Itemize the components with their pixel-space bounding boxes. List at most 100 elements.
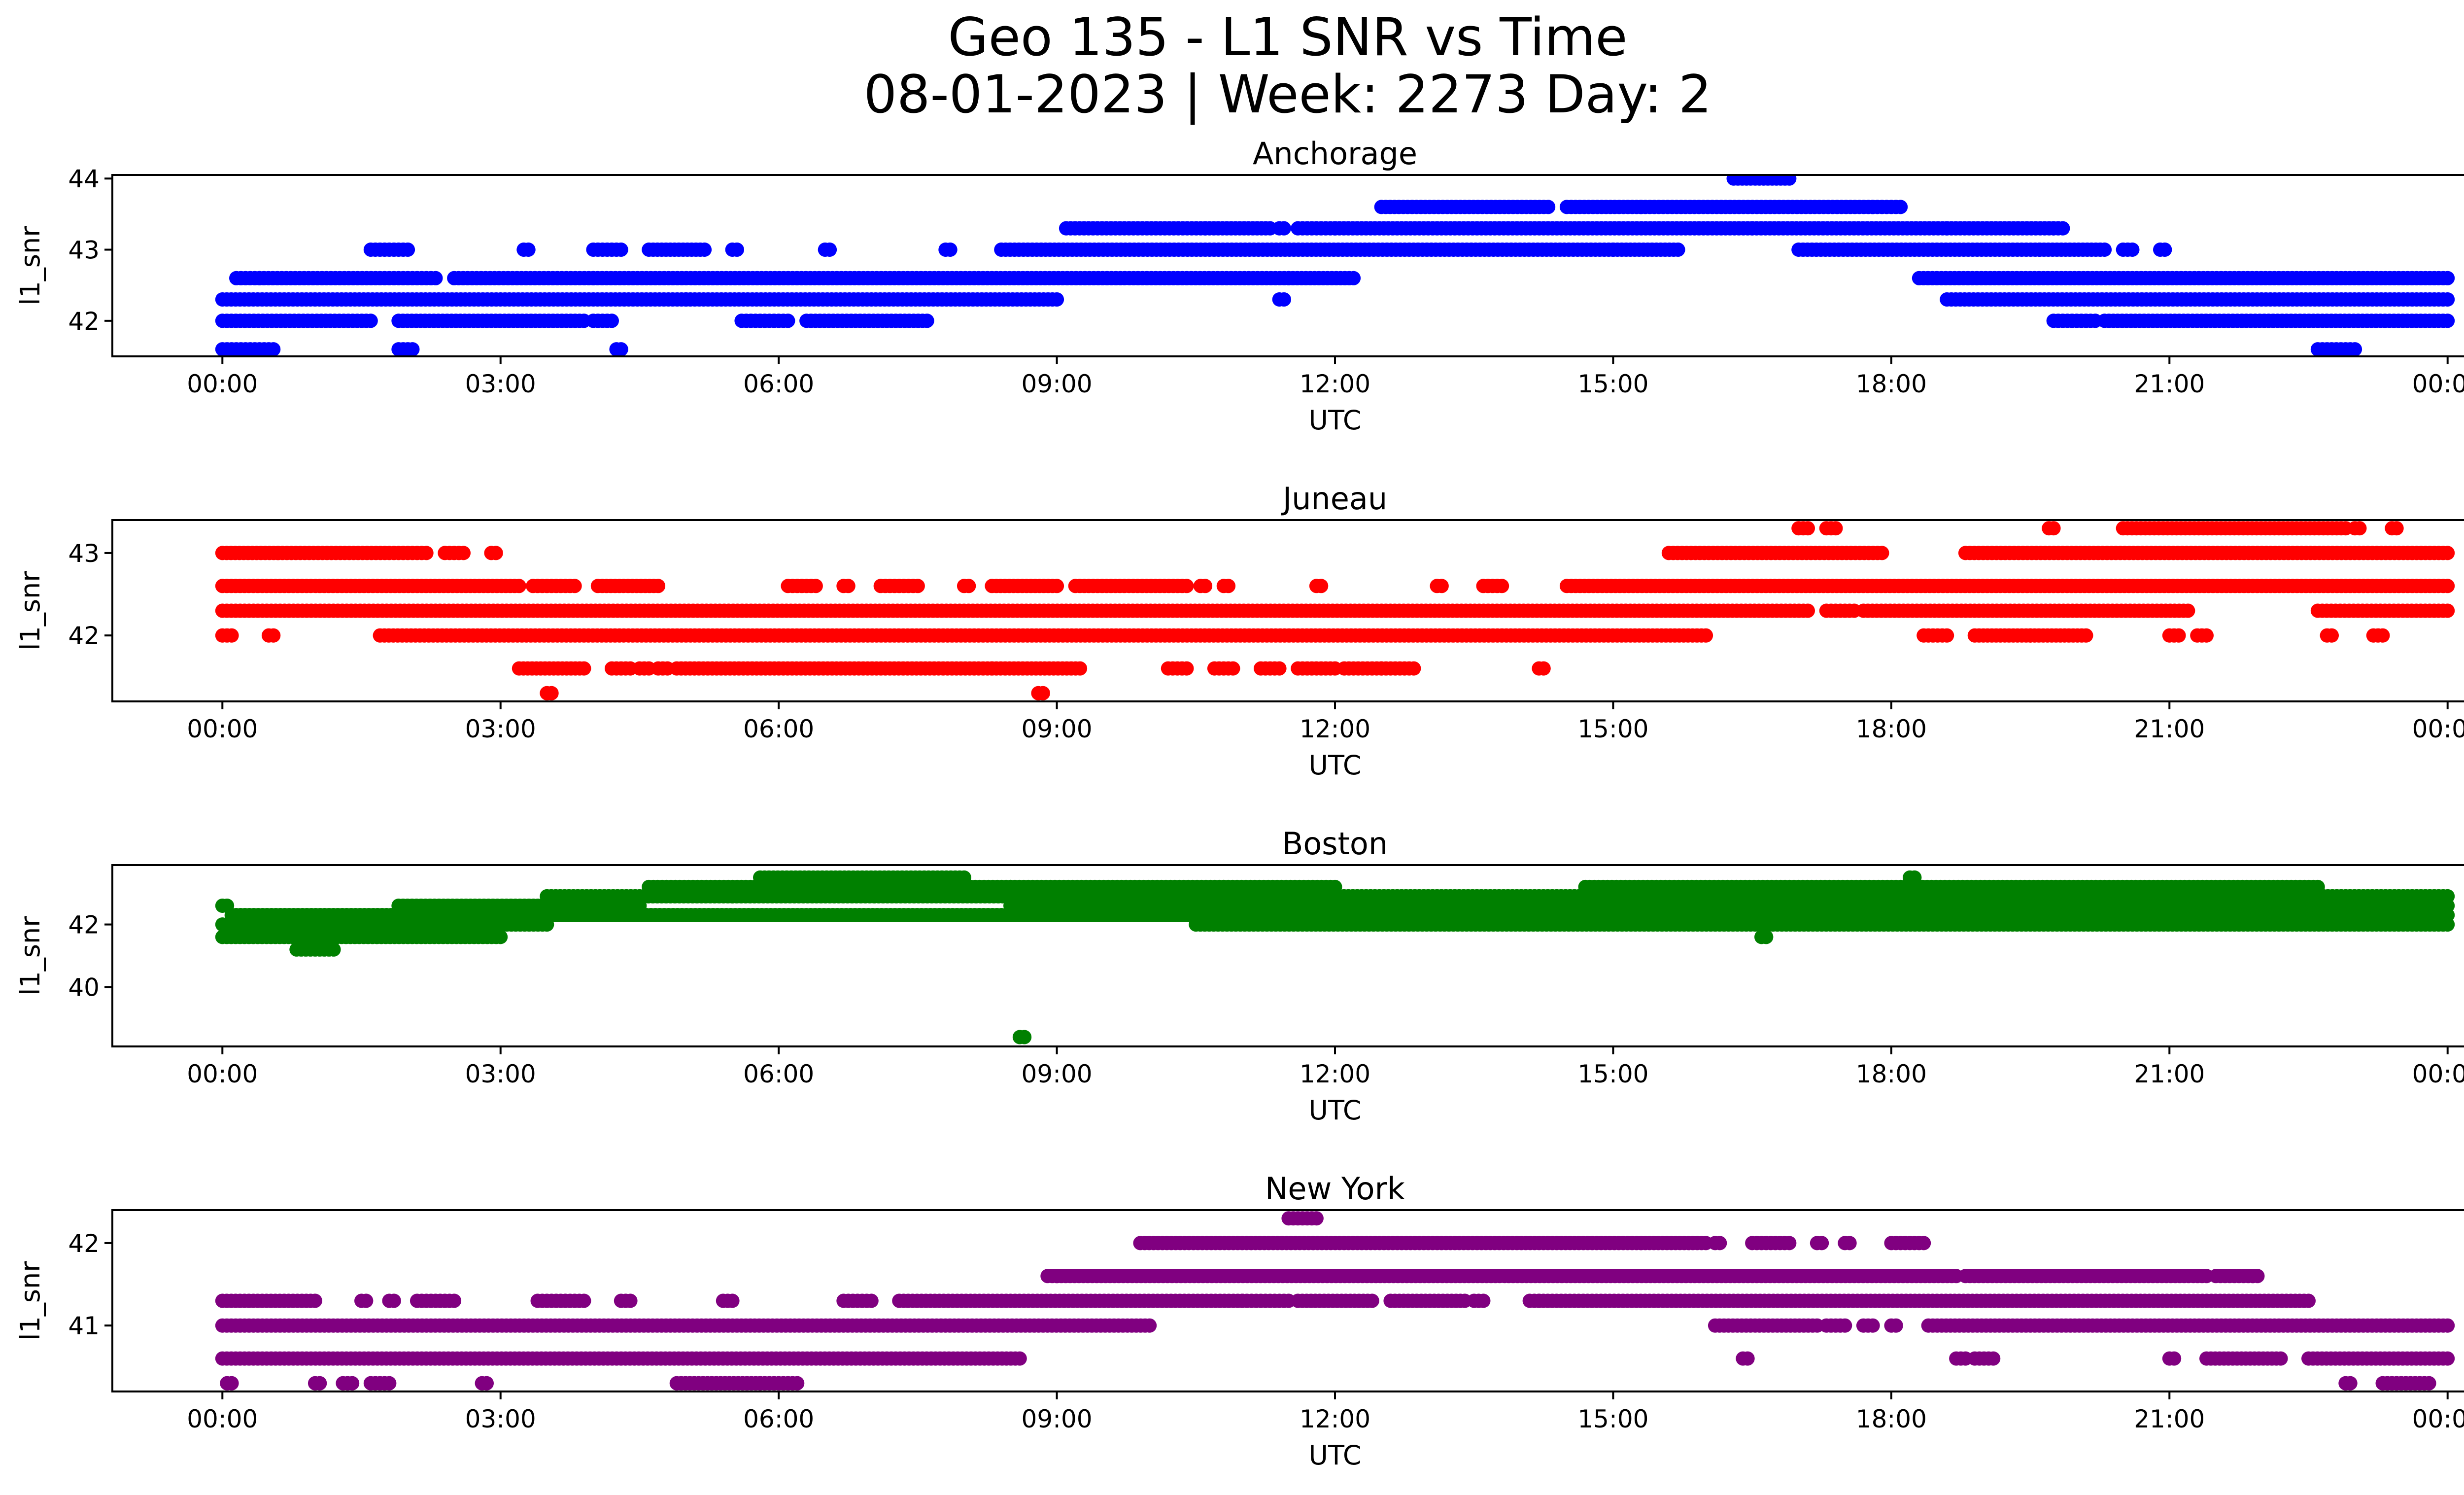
anchorage-y-tick-label: 42 [68, 307, 100, 336]
juneau-point [544, 686, 559, 700]
juneau-x-tick-label: 03:00 [465, 715, 536, 743]
juneau-title: Juneau [1281, 481, 1387, 517]
juneau-point [2171, 628, 2186, 643]
juneau-point [2079, 628, 2093, 643]
juneau-point [1179, 661, 1194, 676]
anchorage-point [2055, 221, 2070, 236]
anchorage-point [1893, 200, 1908, 214]
juneau-x-tick-label: 06:00 [743, 715, 814, 743]
anchorage-point [1541, 200, 1556, 214]
juneau-y-tick-label: 42 [68, 622, 100, 650]
juneau-x-axis-label: UTC [1308, 750, 1361, 781]
anchorage-y-tick-label: 43 [68, 236, 100, 265]
juneau-point [2440, 579, 2455, 593]
juneau-x-tick-label: 21:00 [2134, 715, 2205, 743]
anchorage-x-tick-label: 09:00 [1022, 370, 1093, 398]
juneau-point [1406, 661, 1421, 676]
anchorage-x-tick-label: 00:00 [2412, 370, 2464, 398]
juneau-point [1940, 628, 1954, 643]
juneau-point [512, 579, 526, 593]
juneau-point [2046, 521, 2061, 536]
anchorage-point [2440, 313, 2455, 328]
juneau-point [1226, 661, 1240, 676]
juneau-point [1801, 603, 1815, 618]
anchorage-point [1050, 292, 1064, 307]
juneau-series [215, 521, 2455, 700]
juneau-point [841, 579, 856, 593]
anchorage-x-tick-label: 15:00 [1577, 370, 1648, 398]
anchorage-point [1277, 221, 1291, 236]
juneau-x-tick-label: 15:00 [1577, 715, 1648, 743]
figure-title-line-1: Geo 135 - L1 SNR vs Time [948, 7, 1628, 68]
boston-point [493, 930, 508, 944]
juneau-point [488, 546, 503, 560]
anchorage-point [2440, 292, 2455, 307]
juneau-point [2440, 546, 2455, 560]
anchorage-point [2097, 243, 2112, 257]
juneau-point [1179, 579, 1194, 593]
anchorage-point [2348, 342, 2362, 356]
juneau-point [2199, 628, 2214, 643]
juneau-point [1035, 686, 1050, 700]
figure-title-line-2: 08-01-2023 | Week: 2273 Day: 2 [863, 64, 1712, 125]
boston-point [1759, 930, 1774, 944]
juneau-point [1495, 579, 1509, 593]
anchorage-point [781, 313, 795, 328]
juneau-point [2389, 521, 2404, 536]
juneau-point [808, 579, 823, 593]
juneau-point [1699, 628, 1713, 643]
anchorage-point [920, 313, 934, 328]
anchorage-point [614, 342, 628, 356]
anchorage-point [1346, 271, 1361, 285]
anchorage-x-tick-label: 03:00 [465, 370, 536, 398]
figure-title: Geo 135 - L1 SNR vs Time 08-01-2023 | We… [0, 9, 2464, 123]
juneau-point [651, 579, 666, 593]
boston-point [1017, 1030, 1032, 1044]
anchorage-x-tick-label: 06:00 [743, 370, 814, 398]
juneau-point [567, 579, 582, 593]
juneau-point [1314, 579, 1329, 593]
juneau-point [2440, 603, 2455, 618]
juneau-point [456, 546, 471, 560]
juneau-point [910, 579, 925, 593]
anchorage-point [822, 243, 837, 257]
anchorage-point [605, 313, 619, 328]
boston-point [326, 942, 341, 957]
anchorage-y-axis-label: l1_snr [15, 226, 46, 306]
juneau-point [1073, 661, 1088, 676]
juneau-point [224, 628, 239, 643]
anchorage-x-tick-label: 00:00 [187, 370, 258, 398]
anchorage-x-axis-label: UTC [1308, 405, 1361, 436]
juneau-point [1536, 661, 1551, 676]
anchorage-point [943, 243, 958, 257]
anchorage-y-tick-label: 44 [68, 165, 100, 193]
anchorage-point [2440, 271, 2455, 285]
juneau-x-tick-label: 00:00 [2412, 715, 2464, 743]
juneau-x-tick-label: 18:00 [1856, 715, 1927, 743]
anchorage-point [266, 342, 281, 356]
juneau-point [2181, 603, 2195, 618]
anchorage-point [730, 243, 744, 257]
anchorage-point [2125, 243, 2140, 257]
juneau-point [1221, 579, 1236, 593]
anchorage-point [428, 271, 443, 285]
juneau-point [1050, 579, 1064, 593]
anchorage-point [363, 313, 378, 328]
juneau-point [2352, 521, 2367, 536]
juneau-point [1198, 579, 1213, 593]
juneau-point [1801, 521, 1815, 536]
anchorage-point [1782, 175, 1797, 186]
anchorage-point [1671, 243, 1685, 257]
anchorage-point [521, 243, 536, 257]
juneau-point [961, 579, 976, 593]
juneau-x-tick-label: 00:00 [187, 715, 258, 743]
juneau-point [1875, 546, 1889, 560]
juneau-point [1828, 521, 1843, 536]
anchorage-point [1277, 292, 1291, 307]
juneau-point [266, 628, 281, 643]
juneau-point [2325, 628, 2339, 643]
juneau-point [419, 546, 434, 560]
juneau-point [1434, 579, 1449, 593]
